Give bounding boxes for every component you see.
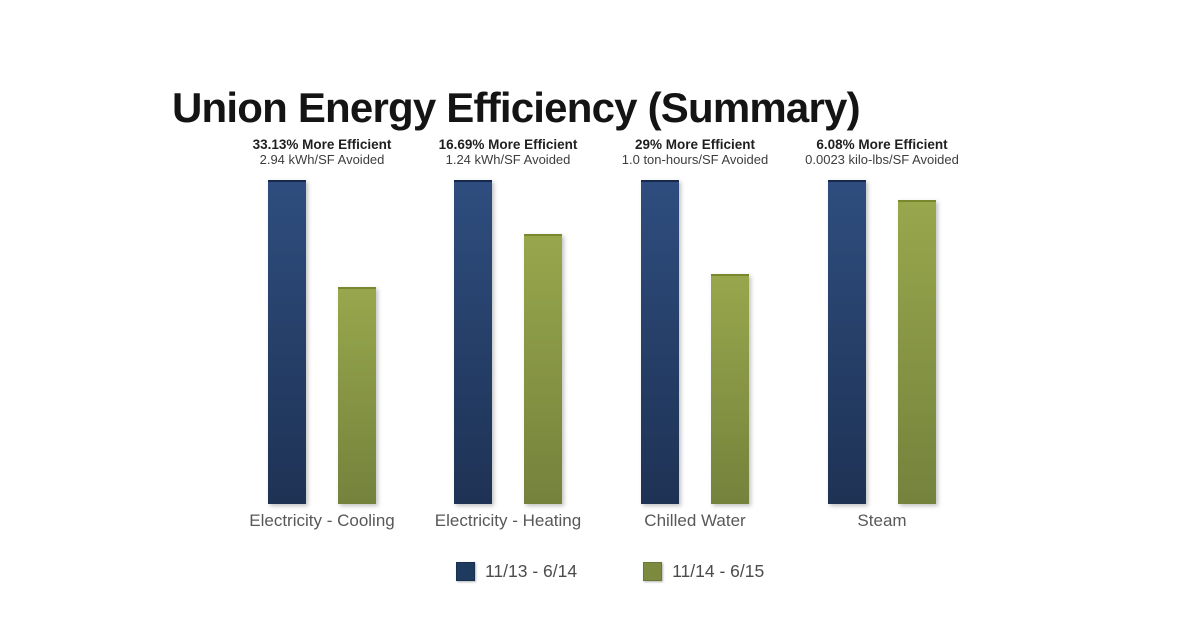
- bar-period2: [338, 287, 376, 504]
- page-title: Union Energy Efficiency (Summary): [172, 84, 861, 132]
- bar-pair: [782, 167, 982, 504]
- legend-item-period1: 11/13 - 6/14: [456, 561, 577, 582]
- avoided-label: 0.0023 kilo-lbs/SF Avoided: [805, 152, 959, 167]
- legend-swatch-period2: [643, 562, 663, 581]
- bar-period1: [641, 180, 679, 504]
- group-annotation: 33.13% More Efficient 2.94 kWh/SF Avoide…: [222, 135, 422, 167]
- bar-period1: [454, 180, 492, 504]
- avoided-label: 1.24 kWh/SF Avoided: [445, 152, 571, 167]
- legend-item-period2: 11/14 - 6/15: [643, 561, 764, 582]
- legend-swatch-period1: [456, 562, 475, 581]
- category-label: Steam: [857, 511, 907, 530]
- bar-pair: [595, 167, 795, 504]
- avoided-label: 2.94 kWh/SF Avoided: [259, 152, 385, 167]
- category-label: Electricity - Heating: [434, 511, 582, 530]
- chart-group-steam: 6.08% More Efficient 0.0023 kilo-lbs/SF …: [782, 135, 982, 531]
- group-annotation: 6.08% More Efficient 0.0023 kilo-lbs/SF …: [782, 135, 982, 167]
- bar-pair: [222, 167, 422, 504]
- category-label: Chilled Water: [644, 511, 746, 530]
- legend-label-period2: 11/14 - 6/15: [672, 561, 765, 581]
- avoided-label: 1.0 ton-hours/SF Avoided: [621, 152, 769, 167]
- bar-period2: [898, 200, 936, 504]
- group-annotation: 29% More Efficient 1.0 ton-hours/SF Avoi…: [595, 135, 795, 167]
- chart-group-chilled-water: 29% More Efficient 1.0 ton-hours/SF Avoi…: [595, 135, 795, 531]
- chart-group-electricity-heating: 16.69% More Efficient 1.24 kWh/SF Avoide…: [408, 135, 608, 531]
- efficiency-label: 33.13% More Efficient: [252, 137, 392, 152]
- efficiency-label: 16.69% More Efficient: [438, 137, 578, 152]
- group-annotation: 16.69% More Efficient 1.24 kWh/SF Avoide…: [408, 135, 608, 167]
- bar-period1: [268, 180, 306, 504]
- bar-period1: [828, 180, 866, 504]
- efficiency-label: 29% More Efficient: [634, 137, 756, 152]
- chart-legend: 11/13 - 6/14 11/14 - 6/15: [456, 561, 764, 582]
- efficiency-label: 6.08% More Efficient: [816, 137, 948, 152]
- legend-label-period1: 11/13 - 6/14: [485, 561, 578, 581]
- bar-period2: [711, 274, 749, 504]
- bar-period2: [524, 234, 562, 504]
- bar-pair: [408, 167, 608, 504]
- chart-group-electricity-cooling: 33.13% More Efficient 2.94 kWh/SF Avoide…: [222, 135, 422, 531]
- category-label: Electricity - Cooling: [249, 511, 395, 530]
